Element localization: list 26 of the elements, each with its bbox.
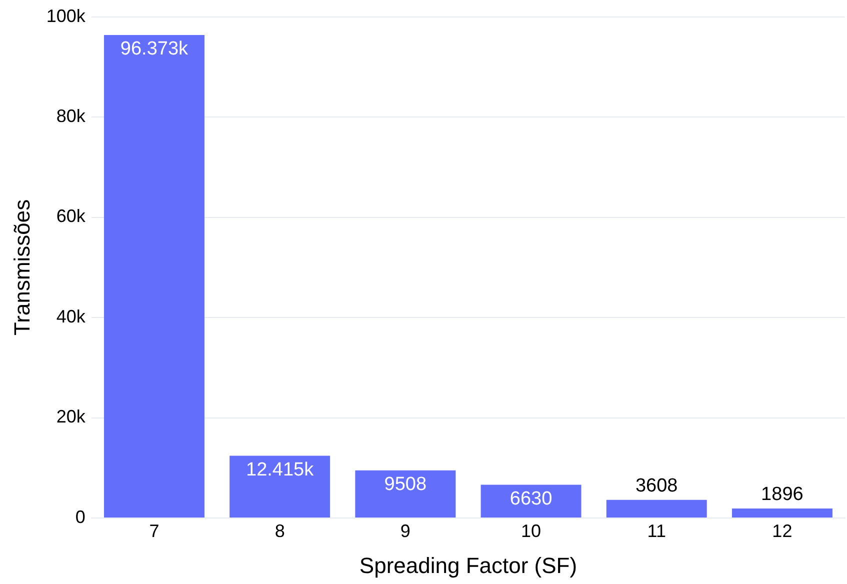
x-tick-label: 12 [772,520,792,541]
y-tick-label: 0 [75,506,86,527]
x-tick-label: 10 [521,520,542,541]
y-tick-label: 60k [56,206,86,226]
bar [104,34,204,518]
x-tick-label: 8 [274,520,285,541]
y-tick-label: 20k [56,406,86,427]
data-label: 3608 [635,476,678,497]
data-label: 9508 [384,474,427,496]
bar [480,484,582,518]
bar [606,500,707,518]
y-tick-label: 80k [56,106,86,126]
bar [355,470,456,518]
bar [732,508,832,518]
data-label: 1896 [761,484,804,506]
data-label: 12.415k [246,460,314,481]
x-tick-label: 7 [149,520,160,541]
y-axis-title: Transmissões [9,199,34,336]
data-label: 6630 [510,488,552,510]
x-axis-title: Spreading Factor (SF) [359,552,578,578]
x-tick-label: 11 [647,520,666,541]
x-tick-label: 9 [400,520,410,541]
data-label: 96.373k [120,38,189,60]
y-tick-label: 100k [46,6,86,26]
bar [230,456,330,518]
y-tick-label: 40k [56,306,86,326]
